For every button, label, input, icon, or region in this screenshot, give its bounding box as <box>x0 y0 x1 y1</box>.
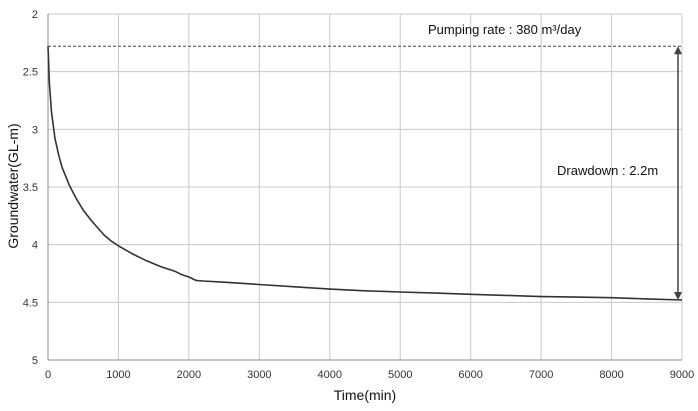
drawdown-arrow-head-top <box>674 46 682 55</box>
y-axis-title: Groundwater(GL-m) <box>5 123 21 248</box>
x-tick-label: 3000 <box>247 369 271 381</box>
y-tick-label: 5 <box>32 355 38 367</box>
x-tick-label: 5000 <box>388 369 412 381</box>
pumping-rate-annotation: Pumping rate : 380 m³/day <box>428 22 582 37</box>
y-tick-label: 2.5 <box>23 67 38 79</box>
x-tick-label: 7000 <box>529 369 553 381</box>
groundwater-level-line <box>47 46 683 301</box>
x-tick-label: 9000 <box>670 369 694 381</box>
x-tick-label: 4000 <box>318 369 342 381</box>
x-tick-label: 0 <box>45 369 51 381</box>
drawdown-annotation: Drawdown : 2.2m <box>557 163 658 178</box>
y-tick-labels: 2 2.5 3 3.5 4 4.5 5 <box>23 9 38 367</box>
drawdown-arrow-head-bottom <box>674 292 682 301</box>
x-axis-title: Time(min) <box>334 387 396 403</box>
x-tick-label: 1000 <box>106 369 130 381</box>
y-tick-label: 2 <box>32 9 38 21</box>
x-tick-label: 2000 <box>177 369 201 381</box>
grid-lines <box>47 13 683 361</box>
y-tick-label: 4 <box>32 240 38 252</box>
y-tick-label: 3 <box>32 124 38 136</box>
x-tick-labels: 0 1000 2000 3000 4000 5000 6000 7000 8000 9000 <box>45 369 694 381</box>
y-tick-label: 4.5 <box>23 297 38 309</box>
y-tick-label: 3.5 <box>23 182 38 194</box>
x-tick-label: 6000 <box>458 369 482 381</box>
x-tick-label: 8000 <box>599 369 623 381</box>
